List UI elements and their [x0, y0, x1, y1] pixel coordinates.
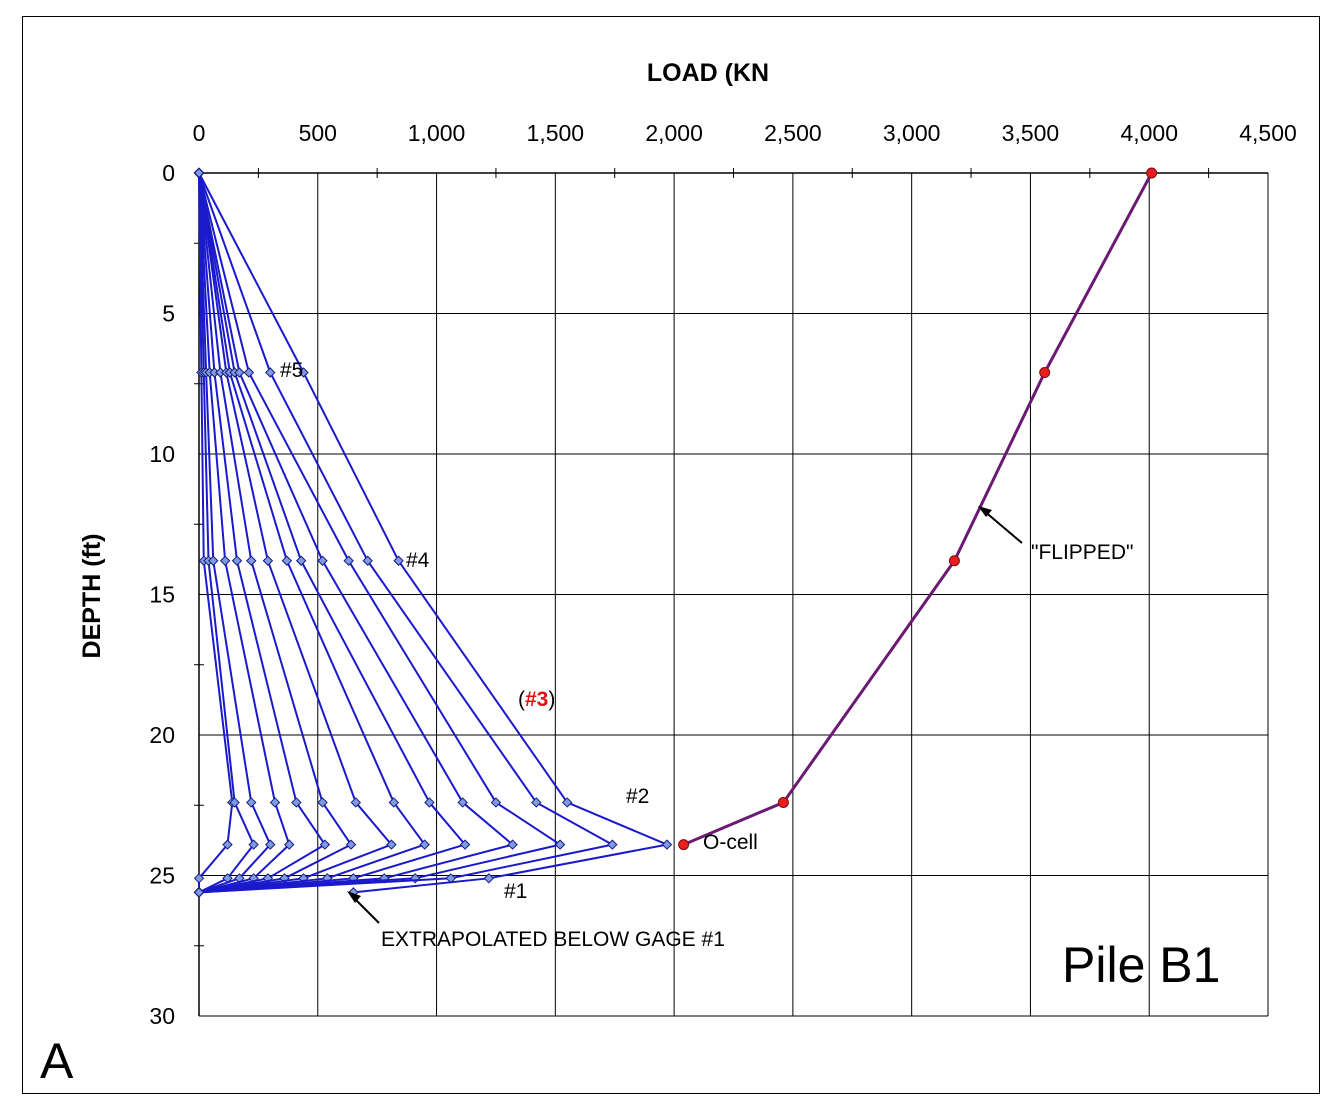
x-tick-label: 4,000 [1120, 120, 1178, 146]
flipped-data-point [1039, 367, 1051, 379]
load-data-point [386, 839, 397, 850]
y-tick-label: 25 [149, 863, 175, 889]
load-data-point [362, 555, 373, 566]
gage-3-label: (#3) [518, 688, 555, 711]
flipped-data-point [777, 796, 789, 808]
grid [194, 168, 1269, 1017]
load-data-point [419, 839, 430, 850]
gage-3-text: #3 [525, 688, 548, 711]
panel-letter: A [40, 1033, 74, 1089]
load-data-point [317, 555, 328, 566]
load-data-point [531, 797, 542, 808]
load-data-point [345, 839, 357, 850]
extrapolated-label: EXTRAPOLATED BELOW GAGE #1 [381, 928, 725, 951]
x-axis-title: LOAD (KN [647, 59, 769, 87]
x-tick-label: 4,500 [1239, 120, 1297, 146]
x-tick-label: 500 [299, 120, 337, 146]
load-data-point [262, 555, 274, 566]
load-data-point [222, 839, 233, 850]
pile-label: Pile B1 [1062, 937, 1220, 993]
load-data-point [319, 839, 331, 850]
load-data-point [457, 797, 468, 808]
gage-1-label: #1 [504, 880, 527, 903]
tick-labels: 0 500 1,000 1,500 2,000 2,500 3,000 3,500 4,000 4… [149, 120, 1296, 1029]
gage-3-close-paren: ) [548, 688, 555, 711]
gage-3-open-paren: ( [518, 688, 525, 711]
extrapolated-arrow [347, 891, 380, 924]
load-data-point [246, 555, 257, 566]
load-data-point [388, 797, 400, 808]
x-tick-label: 3,000 [883, 120, 941, 146]
y-tick-label: 30 [149, 1003, 175, 1029]
flipped-series-line [683, 172, 1153, 846]
load-data-point [243, 367, 255, 378]
load-data-point [281, 555, 293, 566]
gage-5-label: #5 [280, 359, 303, 382]
y-tick-label: 10 [149, 441, 175, 467]
load-data-point [193, 887, 205, 898]
figure-frame [22, 16, 1320, 1094]
load-data-point [554, 839, 566, 850]
y-tick-label: 0 [162, 160, 175, 186]
load-data-point [265, 839, 276, 850]
load-data-point [193, 167, 205, 179]
y-tick-label: 15 [149, 582, 175, 608]
load-data-point [231, 555, 243, 566]
load-data-point [193, 873, 205, 884]
load-data-point [229, 797, 240, 808]
load-data-point [246, 797, 257, 808]
load-data-point [350, 797, 361, 808]
load-data-point [507, 839, 518, 850]
load-data-point [424, 797, 435, 808]
series [193, 167, 1158, 898]
x-tick-label: 0 [193, 120, 206, 146]
flipped-arrow [978, 506, 1023, 544]
load-data-point [661, 839, 673, 850]
load-data-point [607, 839, 618, 850]
load-data-point [248, 839, 259, 850]
y-tick-label: 20 [149, 722, 175, 748]
gage-2-label: #2 [626, 785, 649, 808]
gage-4-label: #4 [406, 549, 430, 572]
ocell-label: O-cell [703, 831, 758, 854]
load-data-point [317, 797, 328, 808]
load-data-point [490, 797, 502, 808]
load-series-line [198, 172, 393, 894]
load-data-point [298, 367, 309, 378]
load-data-point [562, 797, 573, 808]
load-data-point [208, 555, 219, 566]
load-data-point [295, 555, 307, 566]
flipped-data-point [678, 839, 690, 851]
load-data-point [393, 555, 404, 566]
load-data-point [219, 555, 231, 566]
load-data-point [483, 873, 495, 884]
flipped-label: "FLIPPED" [1031, 541, 1133, 564]
load-data-point [269, 797, 281, 808]
y-tick-label: 5 [162, 301, 175, 327]
load-data-point [459, 839, 471, 850]
load-data-point [343, 555, 354, 566]
load-data-point [234, 367, 245, 378]
y-axis-title: DEPTH (ft) [78, 534, 106, 659]
flipped-data-point [948, 555, 960, 567]
x-tick-label: 1,500 [527, 120, 585, 146]
x-tick-label: 3,500 [1002, 120, 1060, 146]
load-data-point [291, 797, 302, 808]
load-series-line [198, 172, 562, 894]
x-tick-label: 2,500 [764, 120, 822, 146]
flipped-data-point [1146, 167, 1158, 179]
load-series-line [198, 172, 467, 894]
x-tick-label: 2,000 [645, 120, 703, 146]
load-series-line [198, 172, 668, 894]
load-data-point [265, 367, 276, 378]
x-tick-label: 1,000 [408, 120, 466, 146]
load-data-point [284, 839, 295, 850]
